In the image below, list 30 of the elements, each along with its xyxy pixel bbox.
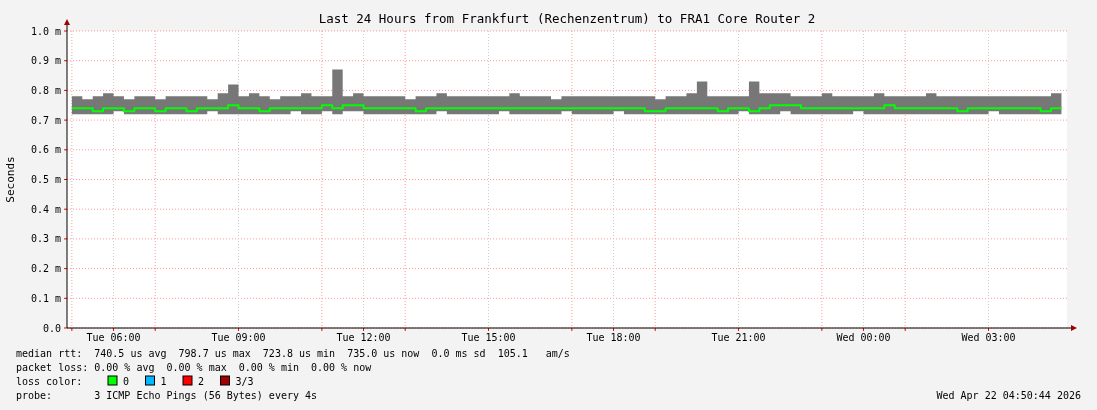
x-tick-label: Tue 12:00 <box>336 332 391 343</box>
y-tick-label: 0.4 m <box>30 203 61 215</box>
chart-title: Last 24 Hours from Frankfurt (Rechenzentrum) to FRA1 Core Router 2 <box>318 11 816 26</box>
y-tick-label: 0.8 m <box>30 84 61 96</box>
y-tick-label: 0.7 m <box>30 114 61 126</box>
x-tick-label: Wed 00:00 <box>836 332 891 343</box>
legend-label: 3/3 <box>235 376 254 387</box>
y-tick-label: 0.5 m <box>30 174 61 185</box>
legend-label: 0 <box>123 376 130 387</box>
legend-label: 1 <box>160 376 167 387</box>
x-tick-label: Tue 21:00 <box>711 332 766 343</box>
x-tick-label: Tue 15:00 <box>461 332 516 343</box>
y-tick-label: 0.1 m <box>30 292 61 304</box>
x-tick-label: Tue 06:00 <box>86 332 141 343</box>
y-tick-label: 0.0 <box>42 322 61 334</box>
text: probe: 3 ICMP Echo Pings (56 Bytes) every 4s <box>16 390 318 401</box>
x-tick-label: Tue 18:00 <box>586 332 641 343</box>
y-tick-label: 0.6 m <box>30 144 61 156</box>
y-tick-label: 1.0 m <box>30 25 61 37</box>
text: packet loss: 0.00 % avg 0.00 % max 0.00 % min 0.00 % now <box>16 362 373 373</box>
text: loss color: <box>16 376 83 387</box>
text: median rtt: 740.5 us avg 798.7 us max 723.8 us min 735.0 us now 0.0 ms sd 105.1 am/s <box>16 348 570 359</box>
y-tick-label: 0.2 m <box>30 263 61 275</box>
y-tick-label: 0.3 m <box>30 233 61 245</box>
y-axis-title: Seconds <box>4 156 17 203</box>
text: Wed Apr 22 04:50:44 2026 <box>936 390 1081 401</box>
x-tick-label: Tue 09:00 <box>211 332 266 343</box>
legend-label: 2 <box>198 376 205 387</box>
y-tick-label: 0.9 m <box>30 55 61 67</box>
x-tick-label: Wed 03:00 <box>961 332 1016 343</box>
